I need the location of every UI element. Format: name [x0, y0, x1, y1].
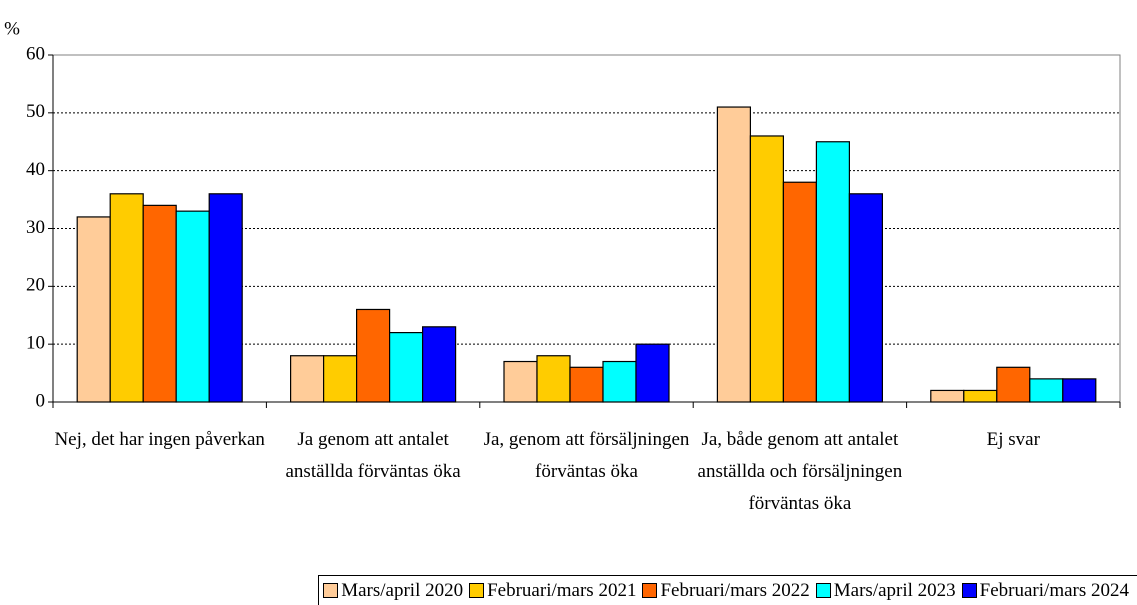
y-tick-label: 30 — [26, 217, 45, 238]
legend-swatch — [469, 583, 485, 598]
bar — [749, 135, 785, 403]
legend-label: Februari/mars 2024 — [979, 579, 1129, 601]
legend-swatch — [323, 583, 339, 598]
bar — [109, 193, 144, 403]
bar — [963, 389, 998, 403]
bar — [142, 204, 177, 403]
x-tick-label: Ja, både genom att antalet anställda och… — [697, 429, 903, 514]
bar — [848, 193, 884, 403]
legend-label: Februari/mars 2022 — [660, 579, 810, 601]
legend-item: Februari/mars 2024 — [961, 579, 1129, 602]
bar — [815, 141, 851, 403]
y-tick-label: 50 — [26, 101, 45, 122]
x-tick-label: Ja, genom att försäljningen förväntas ök… — [483, 429, 690, 482]
bar — [602, 360, 637, 403]
bar — [996, 366, 1031, 403]
bar — [716, 106, 752, 403]
x-tick-label-box: Ja, genom att försäljningen förväntas ök… — [483, 429, 690, 482]
chart: % 0 10 20 30 40 50 60 Nej, det har ingen påverk… — [4, 18, 1121, 514]
legend-swatch — [961, 583, 977, 598]
x-tick-label-box: Ja genom att antalet anställda förväntas… — [285, 429, 461, 482]
x-tick-label-box: Ej svar — [986, 429, 1040, 450]
x-tick-label: Ej svar — [986, 429, 1040, 450]
bar — [536, 355, 571, 403]
legend-label: Mars/april 2020 — [341, 579, 464, 601]
y-tick-label: 20 — [26, 275, 45, 296]
y-tick-label: 60 — [26, 43, 45, 64]
legend: Mars/april 2020 Februari/mars 2021 Februar… — [318, 575, 1137, 605]
legend-item: Mars/april 2020 — [323, 580, 463, 602]
bar — [1062, 378, 1097, 403]
x-tick-label: Ja genom att antalet anställda förväntas… — [285, 429, 461, 482]
x-tick-label-box: Nej, det har ingen påverkan — [54, 429, 265, 450]
legend-item: Februari/mars 2021 — [469, 580, 636, 602]
x-tick-label: Nej, det har ingen påverkan — [54, 429, 265, 450]
legend-swatch — [642, 583, 658, 598]
bar — [389, 332, 424, 403]
bar — [1029, 378, 1064, 403]
legend-swatch — [815, 583, 831, 598]
bar — [635, 343, 670, 403]
y-tick-label: 0 — [36, 390, 46, 411]
bar — [290, 355, 325, 403]
bar — [422, 326, 457, 403]
legend-label: Februari/mars 2021 — [487, 579, 637, 601]
bar — [569, 366, 604, 403]
bar — [930, 389, 965, 403]
bar — [76, 216, 111, 403]
bar — [503, 360, 538, 403]
legend-item: Februari/mars 2022 — [642, 579, 810, 602]
bar — [356, 308, 391, 403]
x-tick-label-box: Ja, både genom att antalet anställda och… — [697, 429, 903, 514]
bar — [175, 210, 210, 403]
y-tick-label: 40 — [26, 159, 45, 180]
bar — [323, 355, 358, 403]
legend-item: Mars/april 2023 — [815, 579, 956, 602]
bar — [782, 181, 818, 403]
y-axis-label: % — [4, 18, 20, 39]
bar — [208, 193, 243, 403]
legend-label: Mars/april 2023 — [833, 579, 956, 601]
y-tick-label: 10 — [26, 333, 45, 354]
